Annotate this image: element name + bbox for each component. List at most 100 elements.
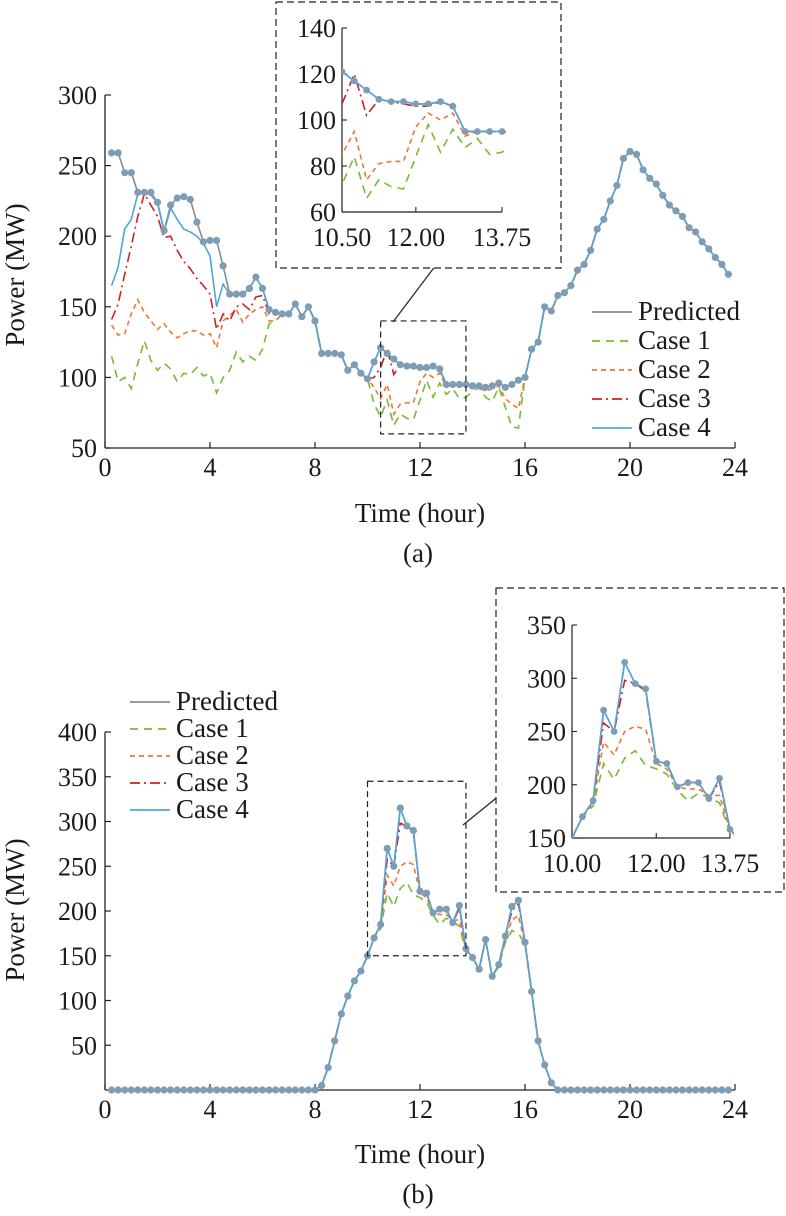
panel-b-predicted-point	[646, 1086, 654, 1094]
panel-b-zoom-box	[366, 780, 467, 957]
panel-b-predicted-point	[173, 1086, 181, 1094]
panel-b-predicted-point	[304, 1086, 312, 1094]
panel-a-predicted-markers	[108, 147, 733, 391]
panel-b-inset-predicted-point	[726, 826, 734, 833]
panel-b-inset-predicted-point	[705, 795, 713, 802]
panel-a-predicted-point	[239, 290, 247, 298]
panel-a-predicted-point	[554, 291, 562, 300]
panel-b-inset-predicted-point	[663, 760, 671, 767]
panel-a-inset-predicted-markers	[342, 68, 506, 135]
panel-a-predicted-point	[245, 284, 253, 292]
panel-b-predicted-point	[199, 1086, 207, 1094]
panel-b-predicted-point	[580, 1086, 588, 1094]
panel-a-y-tick-label: 250	[58, 152, 97, 181]
panel-b-predicted-point	[285, 1086, 293, 1094]
panel-b-predicted-point	[547, 1079, 555, 1087]
panel-a-inset-x-tick-label: 13.75	[473, 223, 532, 252]
panel-a-predicted-point	[318, 349, 326, 357]
panel-b-predicted-point	[331, 1037, 339, 1045]
panel-b-predicted-point	[390, 862, 398, 870]
panel-a-predicted-point	[573, 266, 582, 274]
panel-b-predicted-point	[495, 961, 503, 969]
panel-a-inset-predicted-point	[437, 98, 444, 105]
panel-b-series-case-1-line	[111, 881, 729, 1091]
panel-a-predicted-point	[436, 365, 444, 373]
panel-b-predicted-point	[298, 1086, 306, 1094]
panel-a-predicted-point	[272, 308, 280, 316]
panel-a-predicted-point	[475, 382, 483, 390]
panel-b-predicted-point	[692, 1086, 700, 1094]
panel-b-x-tick-label: 0	[99, 1095, 112, 1124]
panel-b-predicted-point	[423, 889, 431, 897]
panel-b-inset-predicted-markers	[572, 658, 734, 838]
panel-a-inset-predicted-point	[350, 77, 358, 85]
panel-a-predicted-point	[514, 376, 523, 384]
panel-a-predicted-point	[593, 225, 601, 233]
panel-a-x-tick-label: 24	[722, 453, 748, 482]
panel-a-predicted-point	[633, 150, 641, 158]
panel-a-predicted-point	[534, 338, 542, 346]
panel-a-predicted-point	[298, 313, 306, 321]
panel-a-predicted-point	[449, 380, 457, 389]
panel-a-predicted-point	[626, 147, 634, 156]
panel-b-predicted-point	[521, 938, 529, 946]
panel-a-zoom-connector	[392, 264, 437, 323]
panel-a-predicted-point	[455, 380, 463, 389]
legend-label-case-4: Case 4	[176, 794, 249, 824]
panel-a-predicted-point	[685, 224, 693, 232]
panel-a-inset-series-case-3-line	[342, 71, 506, 134]
panel-a-predicted-point	[416, 363, 424, 372]
panel-a-inset-series-case-4-line	[342, 70, 506, 134]
panel-b-inset-predicted-point	[684, 779, 692, 786]
panel-a-predicted-point	[127, 169, 135, 177]
panel-a-x-axis-label: Time (hour)	[355, 498, 485, 528]
panel-b-predicted-point	[698, 1086, 706, 1094]
panel-a-inset-predicted-point	[375, 95, 383, 103]
panel-b-predicted-point	[468, 953, 477, 962]
panel-a-predicted-point	[692, 228, 700, 236]
panel-b-predicted-point	[357, 967, 365, 975]
panel-a-predicted-point	[304, 303, 312, 311]
panel-b-inset-y-tick-label: 350	[527, 611, 566, 640]
panel-b-predicted-point	[665, 1086, 674, 1094]
panel-a-inset-y-tick-label: 140	[297, 14, 336, 43]
panel-b-predicted-point	[272, 1086, 280, 1094]
panel-b-predicted-point	[442, 905, 450, 913]
panel-b-y-tick-label: 300	[58, 808, 97, 837]
panel-a-predicted-point	[377, 344, 385, 352]
panel-b-y-tick-label: 350	[58, 763, 97, 792]
panel-a-predicted-point	[442, 380, 450, 389]
panel-b-predicted-point	[475, 965, 483, 973]
panel-a-predicted-point	[468, 382, 477, 390]
panel-b-predicted-point	[606, 1086, 614, 1094]
panel-a-predicted-point	[659, 191, 667, 199]
panel-a-predicted-point	[718, 260, 726, 268]
panel-a-predicted-point	[672, 207, 680, 215]
legend-label-predicted: Predicted	[176, 686, 278, 716]
panel-b-predicted-point	[600, 1086, 608, 1094]
panel-a-predicted-point	[521, 373, 529, 381]
panel-b-caption: (b)	[402, 1179, 433, 1209]
panel-b-predicted-point	[593, 1086, 601, 1094]
panel-b-predicted-point	[121, 1086, 129, 1094]
panel-b-predicted-point	[705, 1086, 713, 1094]
panel-a-x-tick-label: 0	[99, 453, 112, 482]
panel-a-y-tick-label: 50	[71, 434, 97, 463]
panel-b-predicted-point	[449, 919, 457, 927]
panel-b-predicted-point	[528, 987, 536, 996]
panel-b-predicted-point	[619, 1086, 628, 1094]
panel-a-predicted-point	[344, 366, 352, 374]
panel-b-x-tick-label: 8	[309, 1095, 322, 1124]
panel-b-predicted-point	[226, 1086, 234, 1094]
panel-b-inset-predicted-point	[695, 779, 702, 786]
panel-a-inset-y-tick-label: 120	[297, 60, 336, 89]
panel-a-y-tick-label: 300	[58, 81, 97, 110]
panel-b-predicted-point	[482, 936, 490, 944]
panel-b-predicted-point	[291, 1086, 299, 1094]
panel-b-predicted-point	[206, 1086, 214, 1094]
panel-a-caption: (a)	[403, 538, 433, 568]
panel-b-predicted-point	[659, 1086, 667, 1094]
panel-a-predicted-point	[429, 362, 437, 370]
panel-a: Power (MW) Time (hour) (a) 0 4 8 12 16 20 24 50…	[0, 1, 748, 568]
panel-a-inset-predicted-point	[400, 98, 407, 105]
